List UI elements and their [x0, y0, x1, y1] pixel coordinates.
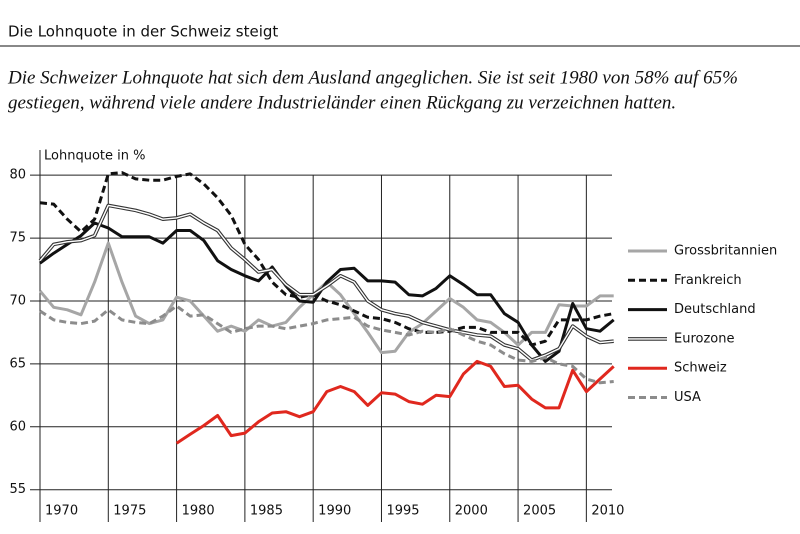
x-tick-label: 1995	[386, 504, 419, 519]
y-tick-label: 80	[9, 168, 26, 183]
legend-label: Eurozone	[674, 331, 734, 346]
y-axis-label: Lohnquote in %	[44, 149, 145, 164]
series-line	[175, 359, 615, 445]
x-tick-label: 1990	[318, 504, 351, 519]
y-tick-label: 70	[9, 293, 26, 308]
series-line	[39, 221, 615, 363]
series-line	[39, 304, 614, 385]
subtitle-line: Die Schweizer Lohnquote hat sich dem Aus…	[7, 67, 738, 88]
series-line-inner	[39, 204, 614, 361]
chart-title: Die Lohnquote in der Schweiz steigt	[8, 23, 278, 41]
x-tick-label: 1985	[250, 504, 283, 519]
series-line	[39, 171, 614, 347]
y-tick-label: 65	[9, 356, 26, 371]
legend-label: Schweiz	[674, 361, 727, 376]
x-tick-label: 1970	[45, 504, 78, 519]
y-tick-label: 75	[9, 231, 26, 246]
x-tick-label: 2005	[523, 504, 556, 519]
legend-label: Grossbritannien	[674, 244, 777, 259]
y-tick-label: 55	[9, 482, 26, 497]
y-tick-label: 60	[9, 419, 26, 434]
x-tick-label: 1975	[113, 504, 146, 519]
x-tick-label: 2010	[591, 504, 624, 519]
legend-label: USA	[674, 390, 701, 405]
legend-label: Deutschland	[674, 302, 756, 317]
x-tick-label: 1980	[182, 504, 215, 519]
x-tick-label: 2000	[455, 504, 488, 519]
subtitle-line: gestiegen, während viele andere Industri…	[8, 92, 676, 113]
legend-label: Frankreich	[674, 273, 742, 288]
